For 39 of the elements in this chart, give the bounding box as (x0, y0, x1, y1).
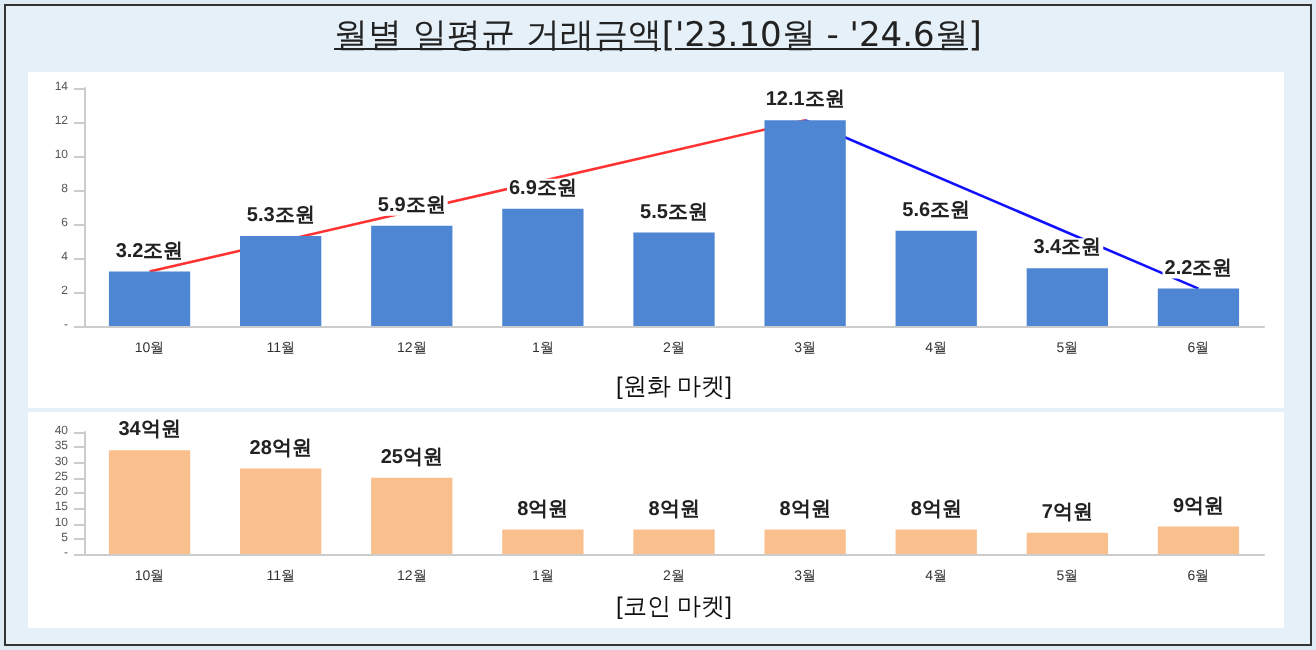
data-label: 5.6조원 (902, 199, 971, 222)
bar (895, 230, 977, 326)
x-axis-title: [코인 마켓] (615, 592, 733, 620)
bar (240, 468, 322, 554)
data-label: 3.4조원 (1033, 237, 1102, 260)
bar (764, 120, 846, 326)
data-label: 7억원 (1041, 501, 1093, 524)
bar (1026, 268, 1108, 326)
data-label: 34억원 (118, 419, 181, 442)
data-label: 8억원 (910, 498, 962, 521)
bar (371, 225, 453, 326)
bar (633, 529, 715, 554)
data-label: 8억원 (517, 498, 569, 521)
x-axis-title: [원화 마켓] (615, 372, 733, 400)
bar (895, 529, 977, 554)
bar (502, 529, 584, 554)
data-label: 5.5조원 (640, 201, 708, 224)
data-label: 28억원 (249, 437, 312, 460)
bar (240, 235, 322, 326)
data-label: 6.9조원 (508, 177, 577, 200)
bar (1157, 288, 1240, 326)
bar (633, 232, 715, 326)
bar (108, 450, 191, 554)
data-label: 3.2조원 (115, 240, 184, 263)
chart-title: 월별 일평균 거래금액['23.10월 - '24.6월] (332, 14, 984, 58)
data-label: 5.9조원 (377, 194, 446, 217)
bar (1026, 532, 1108, 554)
data-label: 12.1조원 (765, 89, 845, 112)
data-label: 8억원 (648, 498, 700, 521)
data-label: 25억원 (380, 446, 443, 469)
bar (502, 208, 584, 326)
bar (1157, 526, 1240, 554)
bar (108, 271, 191, 326)
bar (764, 529, 846, 554)
data-label: 5.3조원 (246, 204, 315, 227)
bar (371, 477, 453, 554)
data-label: 2.2조원 (1164, 257, 1233, 280)
data-label: 8억원 (779, 498, 831, 521)
data-label: 9억원 (1172, 495, 1225, 518)
